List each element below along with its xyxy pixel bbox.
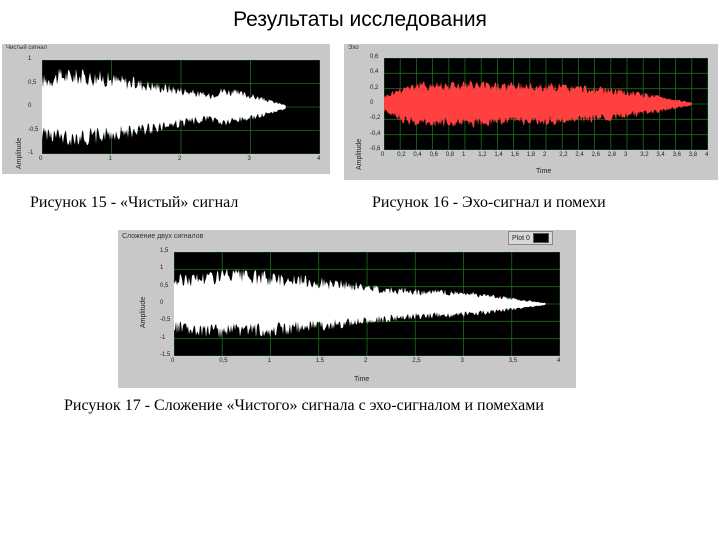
y-tick-label: 0,4 xyxy=(370,69,379,76)
x-tick-label: 1,5 xyxy=(315,358,325,364)
y-tick-label: -1 xyxy=(28,150,34,156)
y-tick-label: 0 xyxy=(28,103,32,109)
legend-label: Plot 0 xyxy=(512,234,530,242)
x-tick-label: 3,2 xyxy=(640,152,649,158)
y-tick-label: 0 xyxy=(370,100,374,106)
x-tick-label: 3,8 xyxy=(688,152,698,158)
x-tick-label: 0,5 xyxy=(219,358,228,364)
chart-panel-sum: Сложение двух сигналов Plot 0 Amplitude … xyxy=(118,230,576,388)
y-tick-label: -0,4 xyxy=(370,130,381,137)
x-tick-label: 0,4 xyxy=(413,152,422,158)
y-tick-label: -1 xyxy=(160,334,166,341)
y-axis-label: Amplitude xyxy=(356,138,363,170)
x-tick-label: 1,4 xyxy=(494,152,503,158)
x-tick-label: 3,4 xyxy=(656,152,665,158)
y-tick-label: -0,2 xyxy=(370,115,381,122)
y-tick-label: -1.5 xyxy=(160,352,171,358)
x-tick-label: 1 xyxy=(462,152,466,158)
x-axis-label: Time xyxy=(354,376,370,383)
x-tick-label: 1 xyxy=(267,358,271,364)
chart-title: Сложение двух сигналов xyxy=(122,233,204,240)
y-tick-label: -0,6 xyxy=(370,146,381,152)
chart-svg xyxy=(174,252,560,356)
y-tick-label: 1 xyxy=(28,56,32,62)
chart-title: Чистый сигнал xyxy=(6,45,48,51)
y-tick-label: 1 xyxy=(160,265,164,272)
chart-panel-clean-signal: Чистый сигнал Amplitude 0 1 2 3 4 1 0,5 0 -0,5 -1 xyxy=(2,44,330,174)
y-tick-label: -0,5 xyxy=(160,317,171,324)
x-tick-label: 2 xyxy=(543,152,547,158)
chart-panel-echo: Эхо Amplitude Time 0 0,2 0,4 0,6 0,8 1 1,2 1,4 1… xyxy=(344,44,718,180)
caption-figure-16: Рисунок 16 - Эхо-сигнал и помехи xyxy=(372,194,606,211)
signal-waveform xyxy=(384,80,708,128)
x-tick-label: 2,8 xyxy=(607,152,617,158)
y-tick-label: 0,5 xyxy=(160,282,169,289)
x-tick-label: 0 xyxy=(381,152,385,158)
x-tick-label: 1 xyxy=(108,156,112,162)
legend-swatch xyxy=(532,233,549,243)
caption-figure-15: Рисунок 15 - «Чистый» сигнал xyxy=(30,194,239,211)
page-title: Результаты исследования xyxy=(233,8,487,31)
x-tick-label: 1,6 xyxy=(510,152,519,158)
x-tick-label: 2 xyxy=(178,156,182,162)
x-tick-label: 0 xyxy=(39,156,43,162)
x-tick-label: 0 xyxy=(171,358,175,364)
signal-waveform xyxy=(174,268,560,339)
x-tick-label: 0,6 xyxy=(429,152,438,158)
x-tick-label: 4 xyxy=(705,152,709,158)
caption-figure-17: Рисунок 17 - Сложение «Чистого» сигнала … xyxy=(64,397,544,414)
y-axis-label: Amplitude xyxy=(16,137,23,169)
x-tick-label: 1,2 xyxy=(478,152,487,158)
chart-title: Эхо xyxy=(348,45,359,51)
x-tick-label: 4 xyxy=(317,156,321,162)
y-tick-label: 0,6 xyxy=(370,54,379,60)
plot-area xyxy=(174,252,560,356)
legend-plot-0[interactable]: Plot 0 xyxy=(508,231,553,245)
x-tick-label: 3 xyxy=(624,152,628,158)
x-tick-label: 3,5 xyxy=(508,358,518,364)
x-tick-label: 2 xyxy=(364,358,368,364)
y-tick-label: 0,2 xyxy=(370,84,379,91)
y-tick-label: -0,5 xyxy=(28,126,39,133)
x-tick-label: 0,8 xyxy=(445,152,455,158)
x-axis-label: Time xyxy=(536,168,552,175)
x-tick-label: 3 xyxy=(460,358,464,364)
x-tick-label: 2,2 xyxy=(559,152,568,158)
x-tick-label: 2,5 xyxy=(412,358,421,364)
y-tick-label: 1,5 xyxy=(160,248,169,254)
signal-waveform xyxy=(42,68,320,146)
x-tick-label: 1,8 xyxy=(526,152,536,158)
chart-svg xyxy=(384,58,708,150)
plot-area xyxy=(42,60,320,154)
x-tick-label: 0,2 xyxy=(397,152,406,158)
chart-svg xyxy=(42,60,320,154)
x-tick-label: 3 xyxy=(247,156,251,162)
y-tick-label: 0,5 xyxy=(28,79,37,86)
x-tick-label: 2,6 xyxy=(591,152,600,158)
x-tick-label: 2,4 xyxy=(575,152,584,158)
plot-area xyxy=(384,58,708,150)
x-tick-label: 4 xyxy=(557,358,561,364)
y-axis-label: Amplitude xyxy=(140,296,147,328)
x-tick-label: 3,6 xyxy=(672,152,681,158)
y-tick-label: 0 xyxy=(160,300,164,306)
